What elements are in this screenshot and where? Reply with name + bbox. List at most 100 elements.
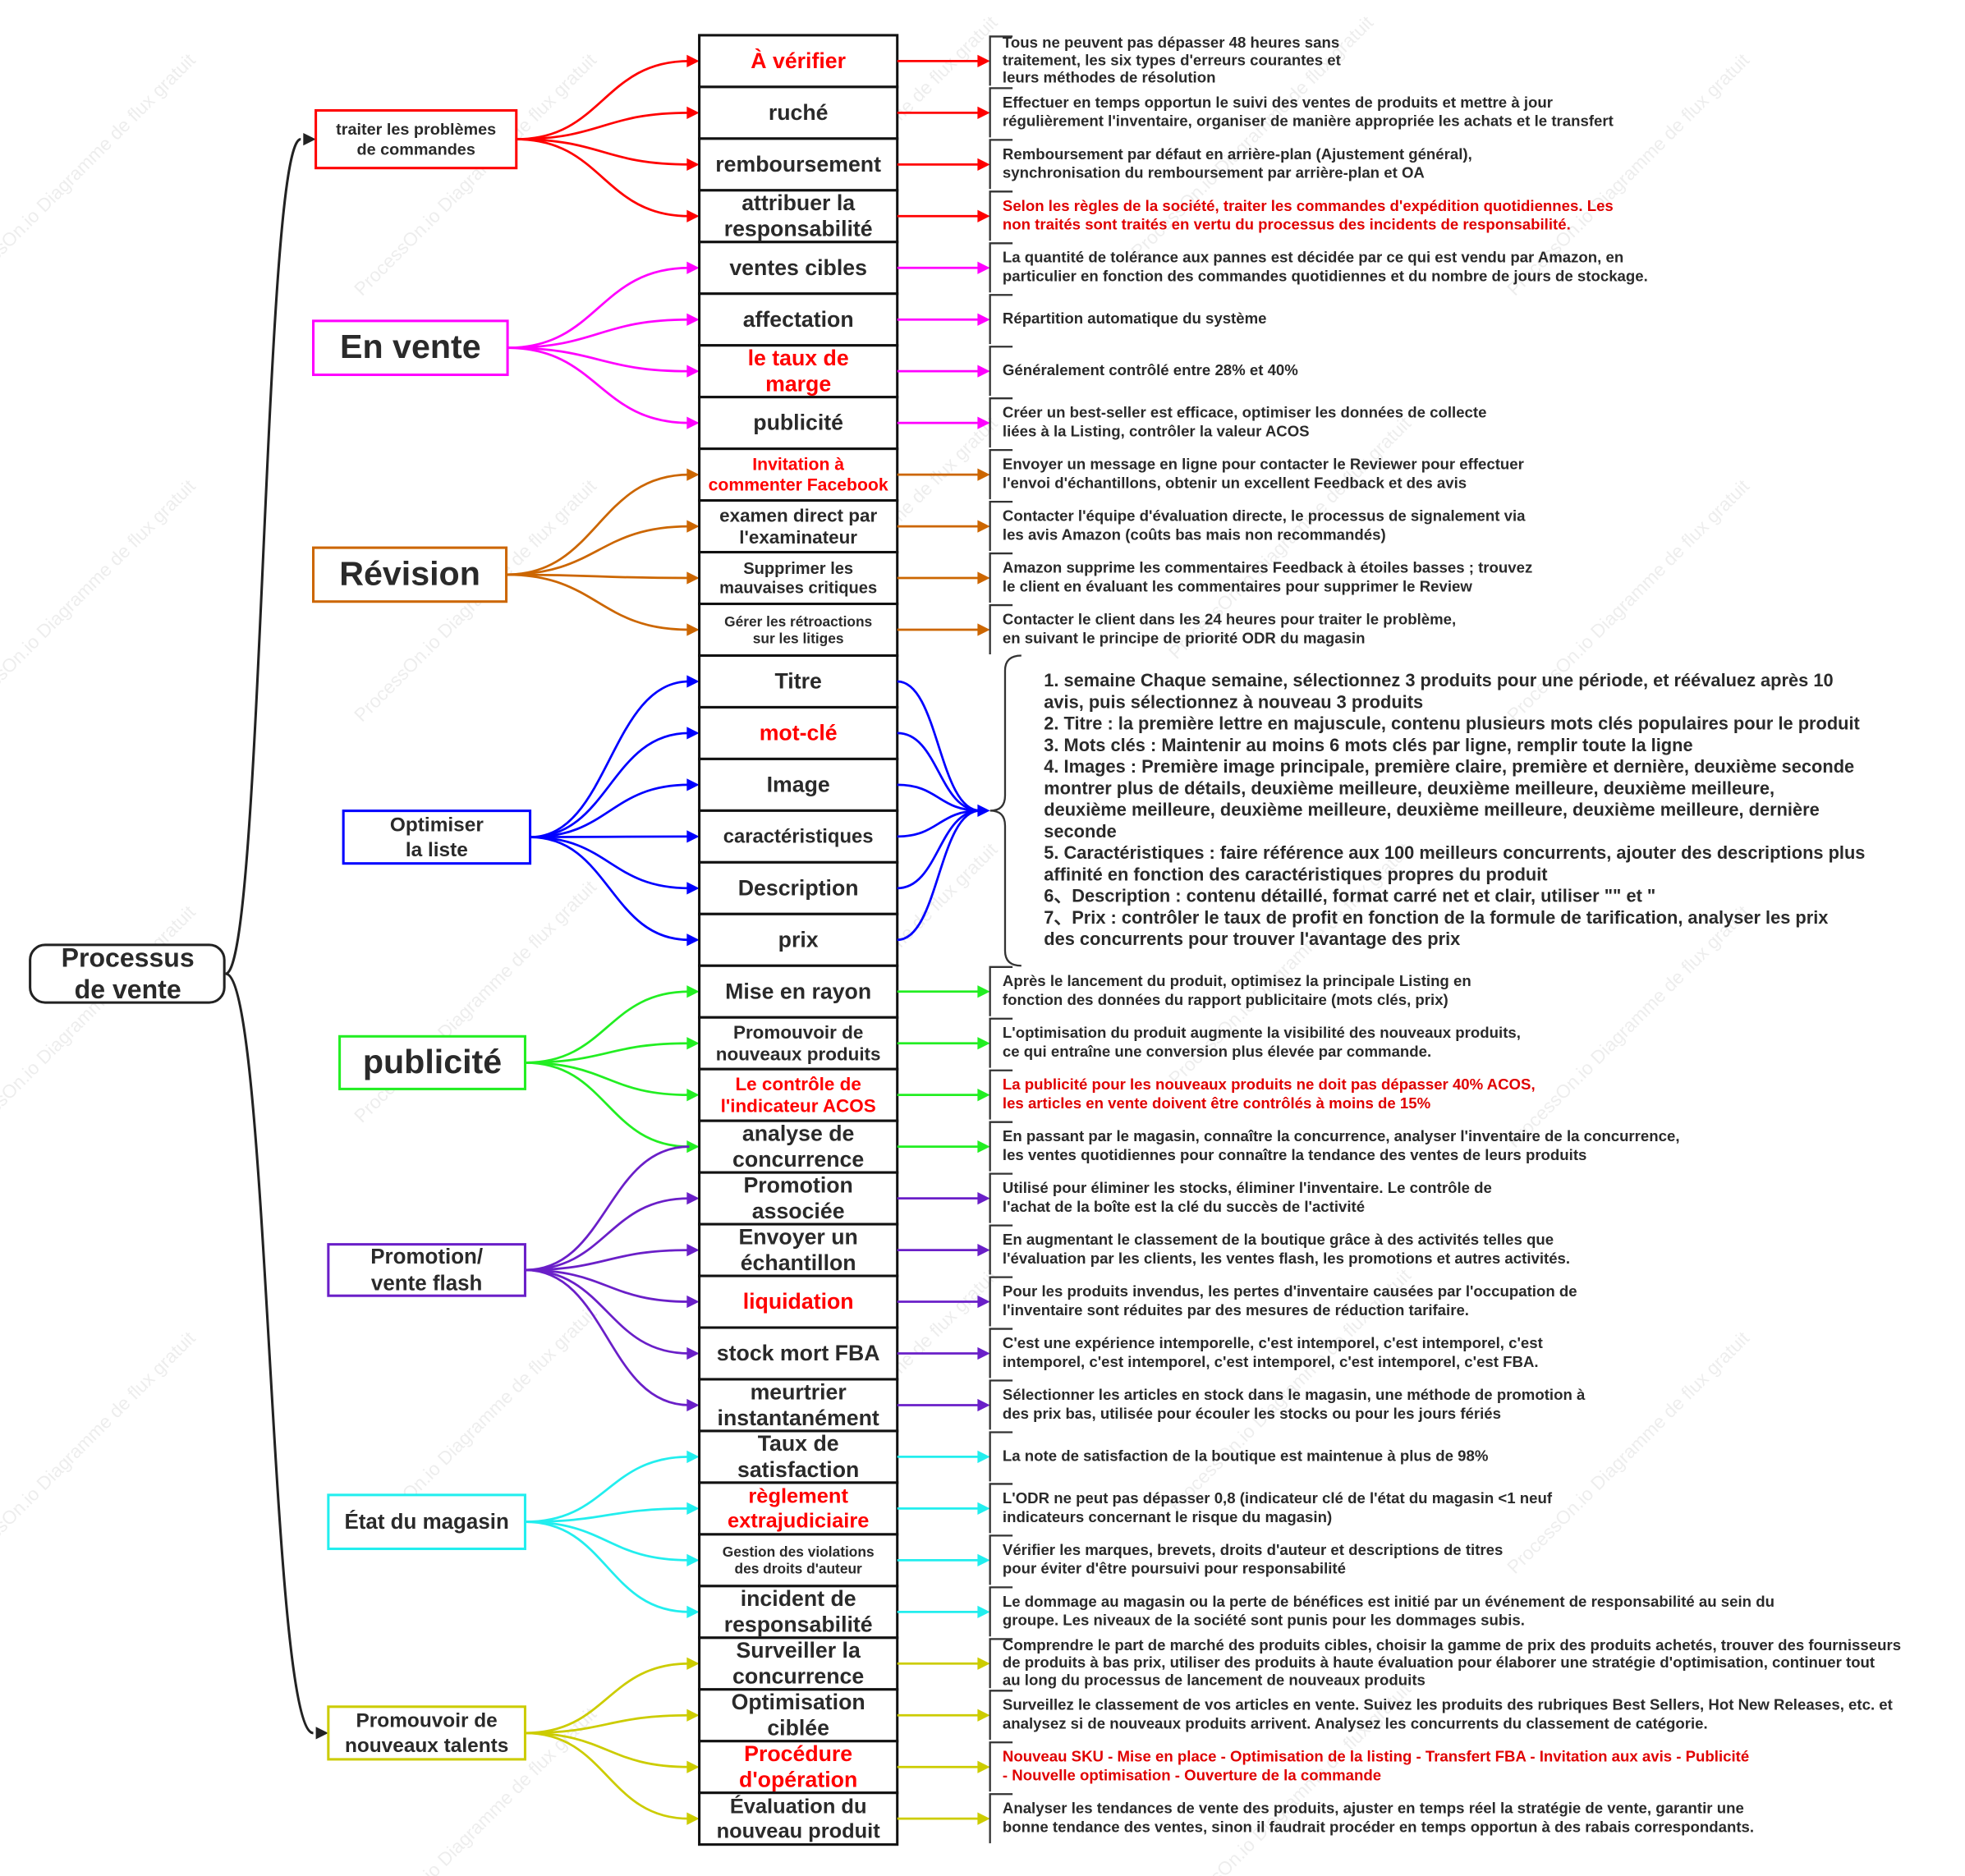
item-label: Mise en rayon [725, 979, 871, 1003]
arrow-head [977, 1243, 990, 1257]
item-label: Promotion [743, 1172, 852, 1197]
arrow-head [686, 1502, 700, 1516]
connector [525, 1521, 690, 1613]
group-label: En vente [340, 328, 481, 365]
item-box [698, 292, 899, 347]
arrow-head [686, 1398, 700, 1412]
connector [525, 1732, 690, 1820]
arrow-head [977, 1812, 990, 1825]
item-description: L'optimisation du produit augmente la vi… [1003, 1024, 1521, 1041]
item-box [698, 1533, 899, 1588]
arrow-head [977, 520, 990, 533]
connector [525, 1061, 690, 1097]
arrow-head [686, 1089, 700, 1102]
connector [525, 1713, 690, 1735]
detail-line: 1. semaine Chaque semaine, sélectionnez … [1044, 670, 1833, 690]
connector [224, 138, 301, 975]
item-box [698, 85, 899, 140]
item-label: satisfaction [737, 1457, 859, 1482]
item-description: fonction des données du rapport publicit… [1003, 991, 1448, 1008]
arrow-head [686, 1812, 700, 1825]
detail-line: affinité en fonction des caractéristique… [1044, 864, 1547, 884]
connector [525, 1197, 690, 1272]
arrow-head [977, 1140, 990, 1154]
connector [525, 1249, 690, 1272]
connector [530, 732, 690, 839]
arrow-head [686, 882, 700, 895]
item-description: Créer un best-seller est efficace, optim… [1003, 404, 1487, 421]
connector [897, 810, 980, 838]
item-label: Surveiller la [736, 1638, 861, 1663]
item-label: règlement [748, 1485, 848, 1508]
arrow-head [686, 1657, 700, 1670]
item-label: extrajudiciaire [728, 1510, 869, 1533]
item-label: À vérifier [751, 48, 846, 73]
group-box [312, 546, 508, 603]
item-box [698, 602, 899, 658]
arrow-head [686, 209, 700, 222]
connector [506, 573, 690, 580]
item-box [698, 1067, 899, 1122]
item-label: examen direct par [719, 505, 877, 525]
item-label: affectation [743, 307, 854, 332]
connector [525, 1042, 690, 1064]
item-label: ruché [769, 100, 829, 125]
arrow-head [686, 1191, 700, 1205]
brace [989, 654, 1022, 967]
detail-line: 3. Mots clés : Maintenir au moins 6 mots… [1044, 735, 1692, 755]
arrow-head [977, 209, 990, 222]
arrow-head [686, 1346, 700, 1360]
item-description: Sélectionner les articles en stock dans … [1003, 1386, 1586, 1403]
item-box [698, 1481, 899, 1536]
item-description: Répartition automatique du système [1003, 310, 1267, 327]
detail-line: 5. Caractéristiques : faire référence au… [1044, 842, 1865, 863]
connector [525, 1061, 690, 1149]
item-description: Pour les produits invendus, les pertes d… [1003, 1282, 1577, 1300]
arrow-head [686, 1760, 700, 1773]
detail-line: 6、Description : contenu détaillé, format… [1044, 886, 1655, 906]
arrow-head [977, 571, 990, 585]
item-description: La note de satisfaction de la boutique e… [1003, 1447, 1489, 1464]
arrow-head [686, 313, 700, 326]
item-label: ciblée [767, 1716, 829, 1741]
item-label: Description [738, 875, 859, 900]
item-box [698, 396, 899, 451]
connector [525, 1507, 690, 1524]
connector [897, 810, 980, 942]
group-box [327, 1243, 526, 1297]
root-box [29, 943, 226, 1004]
connector [897, 810, 980, 890]
item-label: Promouvoir de [733, 1022, 863, 1043]
item-label: marge [765, 372, 831, 397]
item-label: responsabilité [724, 217, 873, 241]
arrow-head [686, 985, 700, 998]
item-description: Vérifier les marques, brevets, droits d'… [1003, 1541, 1503, 1558]
desc-bracket [989, 139, 1013, 190]
item-label: Évaluation du [730, 1794, 867, 1818]
desc-bracket [989, 552, 1013, 603]
item-description: La publicité pour les nouveaux produits … [1003, 1076, 1536, 1093]
connector [897, 783, 980, 812]
item-description: Effectuer en temps opportun le suivi des… [1003, 94, 1553, 111]
connector [525, 1145, 690, 1272]
group-label: publicité [363, 1043, 502, 1080]
item-description: de produits à bas prix, utiliser des pro… [1003, 1654, 1875, 1671]
item-label: stock mort FBA [717, 1341, 880, 1365]
connector [897, 732, 980, 812]
item-description: analysez si de nouveaux produits arriven… [1003, 1715, 1708, 1732]
item-box [698, 1585, 899, 1640]
desc-bracket [989, 190, 1013, 241]
desc-bracket [989, 1224, 1013, 1275]
item-description: l'envoi d'échantillons, obtenir un excel… [1003, 474, 1467, 491]
arrow-head [977, 985, 990, 998]
item-description: - Nouvelle optimisation - Ouverture de l… [1003, 1767, 1381, 1784]
arrow-head [977, 261, 990, 274]
arrow-head [977, 468, 990, 481]
connector [525, 1268, 690, 1355]
arrow-head [977, 1450, 990, 1464]
arrow-head [686, 1450, 700, 1464]
item-description: L'ODR ne peut pas dépasser 0,8 (indicate… [1003, 1489, 1553, 1507]
connector [525, 1456, 690, 1524]
item-label: Optimisation [732, 1690, 865, 1714]
connector [525, 1268, 690, 1303]
